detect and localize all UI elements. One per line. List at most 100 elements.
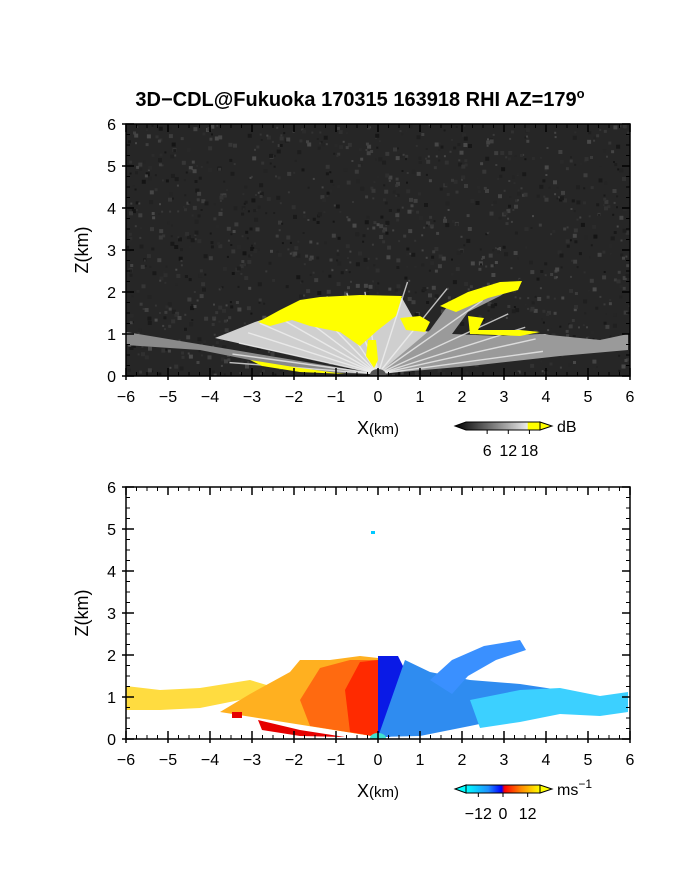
velocity-y-tick-label: 0	[107, 732, 116, 749]
noise-speckle	[278, 220, 282, 225]
velocity-x-tick-label: 3	[500, 752, 509, 769]
noise-speckle	[178, 237, 182, 242]
noise-speckle	[443, 216, 446, 219]
intensity-ray	[259, 322, 379, 375]
noise-speckle	[126, 245, 130, 249]
noise-speckle	[247, 259, 252, 264]
noise-speckle	[434, 294, 439, 299]
noise-speckle	[341, 196, 345, 200]
noise-speckle	[432, 250, 436, 254]
noise-speckle	[194, 233, 197, 236]
noise-speckle	[218, 167, 222, 171]
noise-speckle	[613, 201, 616, 204]
noise-speckle	[161, 179, 164, 182]
noise-speckle	[491, 204, 494, 206]
noise-speckle	[357, 164, 361, 168]
noise-speckle	[559, 253, 564, 258]
noise-speckle	[197, 337, 202, 342]
noise-speckle	[544, 168, 548, 172]
noise-speckle	[299, 222, 303, 226]
noise-speckle	[584, 157, 589, 162]
noise-speckle	[542, 179, 546, 183]
noise-speckle	[177, 316, 182, 320]
noise-speckle	[358, 148, 362, 152]
noise-speckle	[427, 155, 430, 158]
noise-speckle	[520, 187, 523, 190]
noise-speckle	[287, 191, 290, 194]
noise-speckle	[224, 328, 229, 333]
noise-speckle	[530, 306, 535, 311]
noise-speckle	[188, 245, 192, 249]
noise-speckle	[513, 182, 516, 185]
noise-speckle	[218, 305, 223, 310]
noise-speckle	[222, 345, 227, 350]
noise-speckle	[213, 373, 217, 376]
noise-speckle	[159, 153, 163, 157]
noise-speckle	[378, 151, 381, 153]
noise-speckle	[421, 249, 424, 252]
noise-speckle	[440, 309, 445, 314]
noise-speckle	[154, 188, 158, 192]
noise-speckle	[616, 279, 621, 284]
noise-speckle	[428, 124, 431, 127]
noise-speckle	[557, 196, 560, 199]
noise-speckle	[141, 352, 145, 357]
noise-speckle	[301, 168, 305, 172]
noise-speckle	[447, 296, 451, 300]
noise-speckle	[366, 266, 370, 270]
noise-speckle	[441, 371, 446, 376]
noise-speckle	[437, 186, 440, 189]
noise-speckle	[174, 245, 179, 249]
noise-speckle	[175, 282, 178, 286]
noise-speckle	[316, 256, 320, 260]
noise-speckle	[279, 202, 282, 205]
noise-speckle	[187, 297, 192, 302]
noise-speckle	[540, 270, 544, 273]
noise-speckle	[515, 308, 520, 313]
noise-speckle	[458, 263, 460, 266]
noise-speckle	[617, 168, 620, 171]
noise-speckle	[343, 167, 348, 172]
noise-speckle	[256, 145, 260, 149]
noise-speckle	[623, 310, 628, 315]
noise-speckle	[502, 245, 506, 249]
noise-speckle	[511, 309, 516, 314]
noise-speckle	[136, 165, 140, 169]
noise-speckle	[428, 179, 432, 183]
noise-speckle	[432, 293, 434, 296]
noise-speckle	[409, 252, 412, 255]
noise-speckle	[333, 204, 336, 207]
noise-speckle	[240, 272, 243, 275]
noise-speckle	[312, 177, 315, 180]
intensity-saturated-mid	[400, 316, 430, 332]
noise-speckle	[384, 201, 388, 205]
noise-speckle	[565, 167, 569, 171]
noise-speckle	[366, 288, 370, 291]
noise-speckle	[487, 302, 492, 307]
noise-speckle	[277, 144, 281, 148]
noise-speckle	[455, 190, 459, 194]
noise-speckle	[593, 234, 598, 239]
noise-speckle	[584, 235, 588, 240]
noise-speckle	[530, 270, 535, 275]
noise-speckle	[376, 175, 380, 179]
velocity-x-tick-label: −1	[327, 752, 345, 769]
noise-speckle	[362, 234, 366, 238]
noise-speckle	[569, 288, 574, 293]
noise-speckle	[165, 305, 169, 309]
noise-speckle	[233, 143, 237, 148]
noise-speckle	[590, 244, 593, 247]
noise-speckle	[349, 261, 352, 264]
noise-speckle	[184, 313, 187, 316]
noise-speckle	[583, 187, 586, 190]
noise-speckle	[609, 252, 612, 255]
noise-speckle	[517, 257, 520, 260]
noise-speckle	[480, 162, 484, 166]
noise-speckle	[147, 368, 152, 373]
noise-speckle	[151, 124, 154, 127]
noise-speckle	[571, 199, 575, 203]
noise-speckle	[337, 261, 342, 266]
noise-speckle	[223, 373, 226, 376]
noise-speckle	[524, 227, 529, 232]
noise-speckle	[566, 334, 570, 338]
